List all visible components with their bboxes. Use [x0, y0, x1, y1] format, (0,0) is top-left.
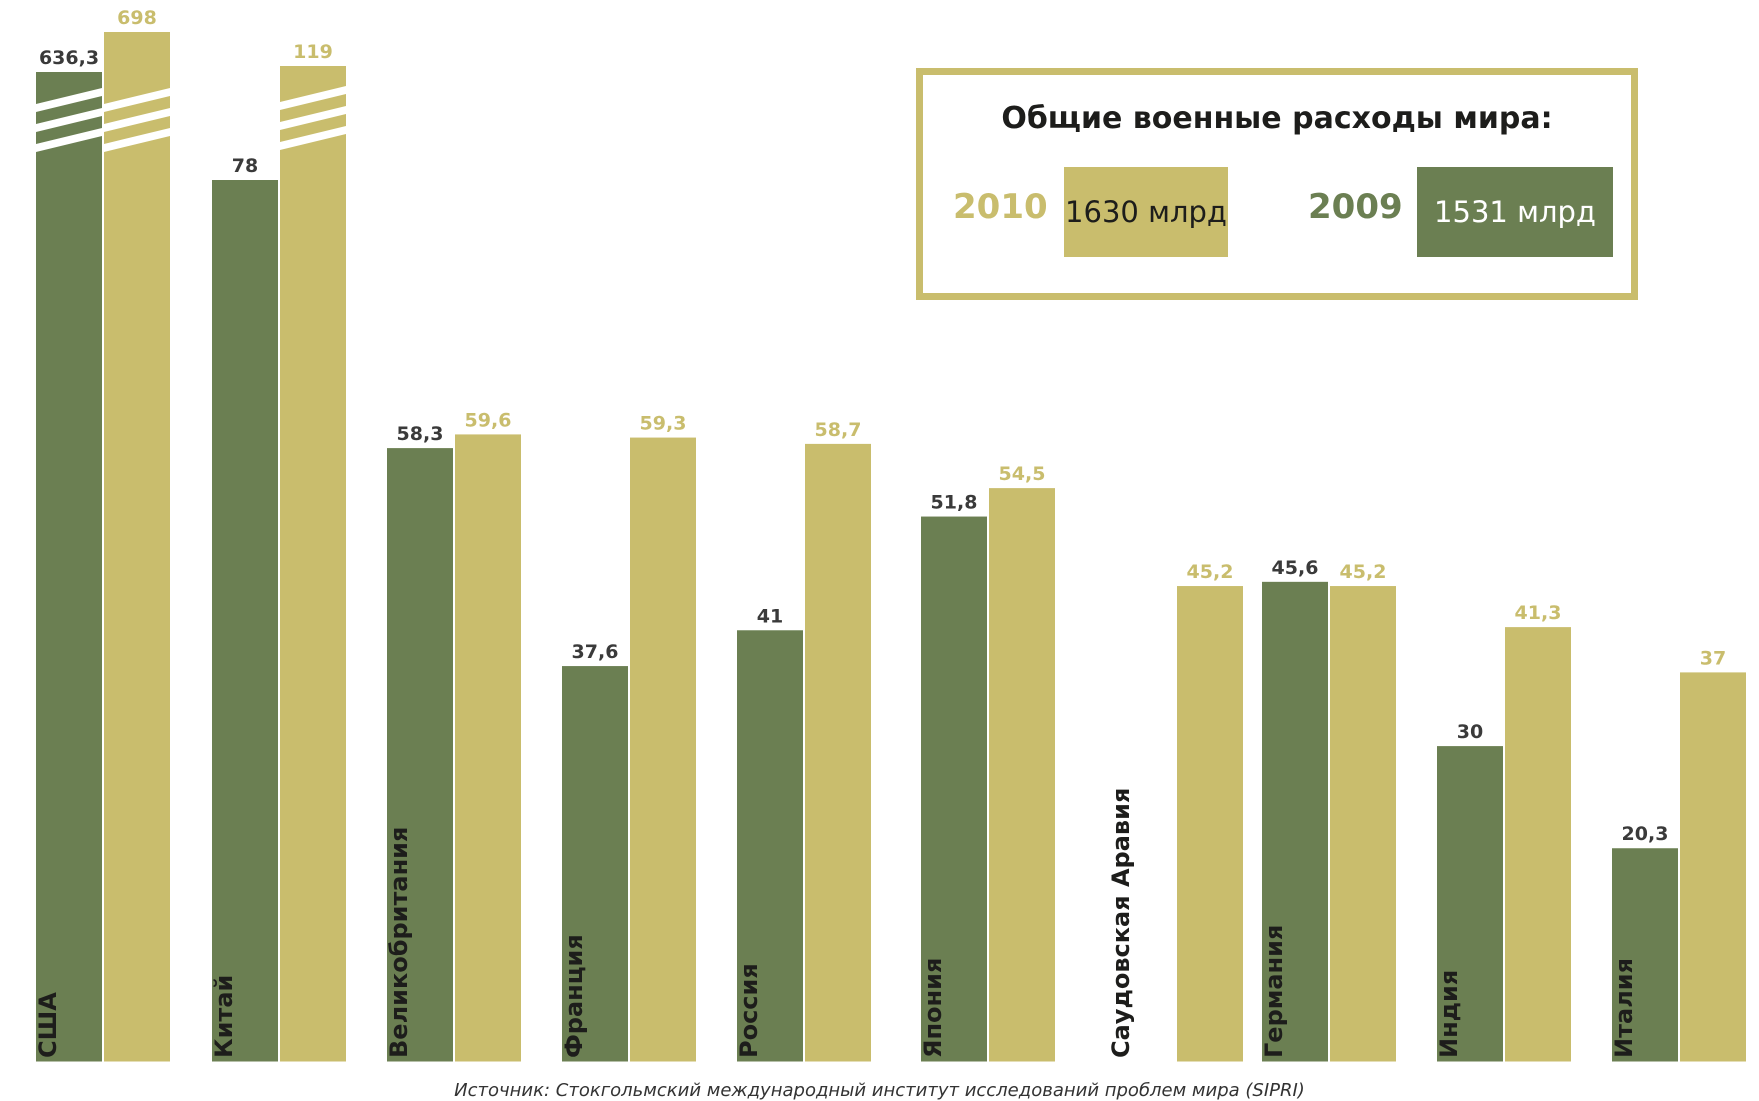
data-label-2010: 59,6 — [465, 409, 512, 431]
data-label-2010: 45,2 — [1340, 561, 1387, 583]
bar-2010 — [1505, 627, 1571, 1062]
data-label-2009: 41 — [757, 605, 783, 627]
data-label-2010: 59,3 — [640, 413, 687, 435]
axis-break-stripe — [212, 106, 278, 130]
axis-break-stripe — [212, 86, 278, 110]
bar-2010 — [104, 32, 170, 1062]
data-label-2009: 30 — [1457, 721, 1483, 743]
bar-2010 — [805, 443, 871, 1062]
data-label-2010: 119 — [293, 41, 333, 63]
bar-2010 — [1177, 586, 1243, 1062]
source-note: Источник: Стокгольмский международный ин… — [454, 1080, 1305, 1101]
axis-break-stripe — [280, 106, 346, 130]
axis-break-stripe — [104, 128, 170, 152]
legend-year-2010: 2010 — [953, 187, 1048, 227]
axis-break-stripe — [104, 88, 170, 112]
bar-2010 — [1330, 586, 1396, 1062]
category-label: Япония — [919, 958, 947, 1058]
bar-2010 — [1680, 672, 1746, 1062]
data-label-2010: 58,7 — [815, 419, 862, 441]
bar-2010 — [630, 437, 696, 1062]
bar-2010 — [280, 66, 346, 1062]
axis-break-stripe — [36, 88, 102, 112]
data-label-2009: 58,3 — [397, 423, 444, 445]
category-label: Саудовская Аравия — [1107, 788, 1135, 1058]
bar-2009 — [212, 180, 278, 1062]
bar-2009 — [562, 666, 628, 1062]
data-label-2009: 636,3 — [39, 47, 99, 69]
axis-break-stripe — [280, 86, 346, 110]
data-label-2009: 37,6 — [572, 641, 619, 663]
bar-2010 — [455, 434, 521, 1062]
data-label-2010: 698 — [117, 7, 157, 29]
category-label: Китай — [210, 975, 238, 1058]
bar-2010 — [989, 488, 1055, 1062]
legend-value-2010: 1630 млрд — [1064, 167, 1228, 257]
bar-2009 — [921, 516, 987, 1062]
axis-break-stripe — [104, 108, 170, 132]
legend-year-2009: 2009 — [1308, 187, 1403, 227]
legend-value-2009: 1531 млрд — [1417, 167, 1613, 257]
data-label-2009: 78 — [232, 155, 258, 177]
axis-break-stripe — [36, 108, 102, 132]
bar-2009 — [1612, 848, 1678, 1062]
axis-break-stripe — [36, 128, 102, 152]
category-label: Индия — [1435, 970, 1463, 1058]
axis-break-stripe — [280, 126, 346, 150]
category-label: Франция — [560, 934, 588, 1058]
bar-2009 — [1262, 581, 1328, 1062]
category-label: США — [34, 992, 62, 1058]
data-label-2010: 37 — [1700, 647, 1726, 669]
bar-2009 — [36, 72, 102, 1062]
data-label-2010: 54,5 — [999, 463, 1046, 485]
category-label: Италия — [1610, 958, 1638, 1058]
data-label-2009: 45,6 — [1272, 557, 1319, 579]
bar-2009 — [387, 448, 453, 1062]
category-label: Германия — [1260, 925, 1288, 1058]
data-label-2010: 41,3 — [1515, 602, 1562, 624]
legend-title: Общие военные расходы мира: — [1001, 101, 1553, 136]
category-label: Россия — [735, 963, 763, 1058]
bar-2009 — [1437, 746, 1503, 1062]
legend-box: Общие военные расходы мира: 2010 1630 мл… — [916, 68, 1638, 300]
data-label-2009: 51,8 — [931, 492, 978, 514]
data-label-2009: 20,3 — [1622, 823, 1669, 845]
category-label: Великобритания — [385, 827, 413, 1058]
data-label-2010: 45,2 — [1187, 561, 1234, 583]
axis-break-stripe — [212, 126, 278, 150]
bar-2009 — [737, 630, 803, 1062]
